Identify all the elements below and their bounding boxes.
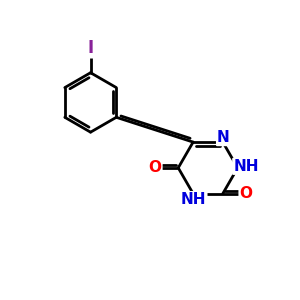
Text: N: N xyxy=(217,130,230,145)
Text: O: O xyxy=(239,186,253,201)
Text: NH: NH xyxy=(233,159,259,174)
Text: O: O xyxy=(148,160,162,175)
Text: NH: NH xyxy=(181,192,206,207)
Text: I: I xyxy=(88,39,94,57)
